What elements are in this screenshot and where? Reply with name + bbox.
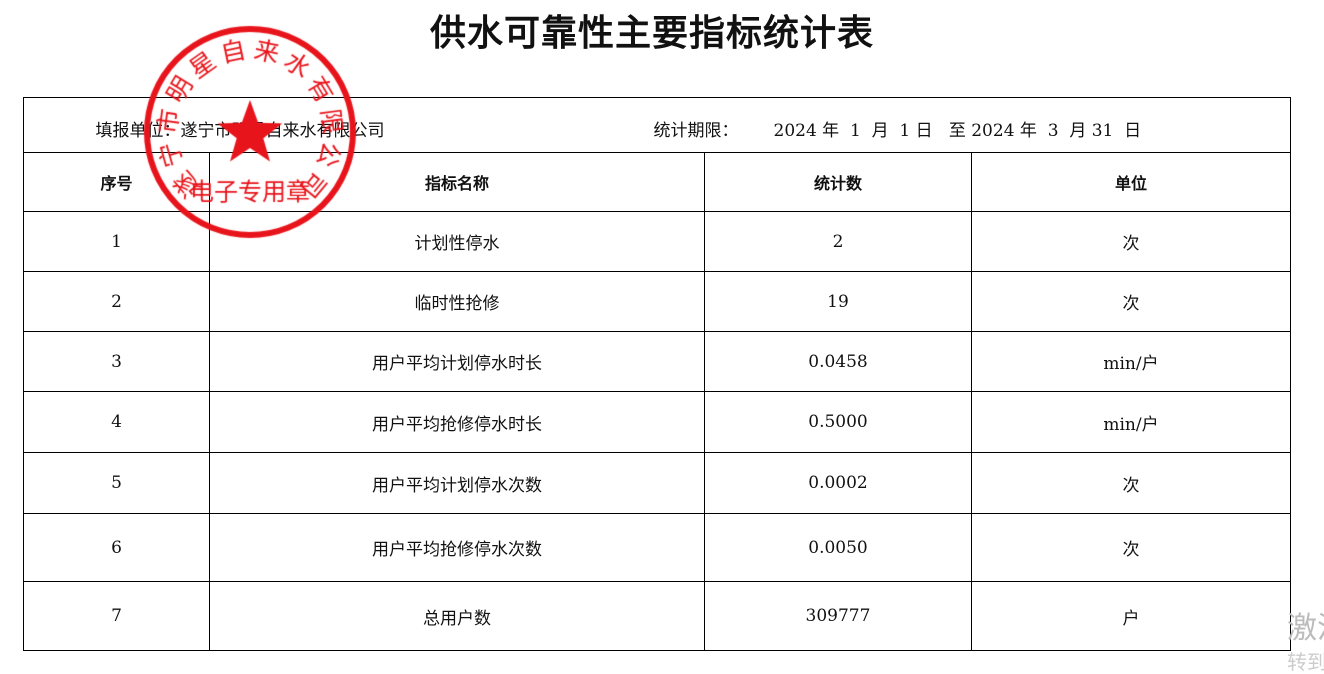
- indicator-value: 0.0458: [704, 331, 972, 392]
- filler-unit-label: 填报单位：: [95, 120, 181, 141]
- row-index: 2: [23, 271, 210, 332]
- info-row: 填报单位：遂宁市明星自来水有限公司 统计期限： 2024 年 1 月 1 日 至…: [23, 97, 1291, 153]
- indicator-value: 309777: [704, 581, 972, 651]
- column-header: 序号: [23, 152, 210, 212]
- activation-watermark-sub: 转到: [1287, 650, 1324, 674]
- table-header: 序号 指标名称 统计数 单位: [23, 152, 1291, 212]
- period-label: 统计期限：: [653, 120, 739, 141]
- table-row: 7 总用户数 309777 户: [23, 581, 1291, 651]
- indicator-name: 计划性停水: [209, 211, 705, 272]
- indicator-unit: min/户: [971, 331, 1291, 392]
- indicator-value: 0.0002: [704, 452, 972, 514]
- table-row: 3 用户平均计划停水时长 0.0458 min/户: [23, 331, 1291, 392]
- filler-unit: 填报单位：遂宁市明星自来水有限公司: [96, 116, 385, 141]
- indicator-value: 2: [704, 211, 972, 272]
- indicator-value: 0.0050: [704, 513, 972, 582]
- indicator-value: 19: [704, 271, 972, 332]
- row-index: 7: [23, 581, 210, 651]
- indicator-name: 用户平均抢修停水次数: [209, 513, 705, 582]
- indicator-unit: min/户: [971, 391, 1291, 453]
- indicator-unit: 次: [971, 211, 1291, 272]
- table-row: 2 临时性抢修 19 次: [23, 271, 1291, 332]
- row-index: 4: [23, 391, 210, 453]
- statistics-table: 填报单位：遂宁市明星自来水有限公司 统计期限： 2024 年 1 月 1 日 至…: [23, 97, 1291, 651]
- row-index: 3: [23, 331, 210, 392]
- period-value: 2024 年 1 月 1 日 至 2024 年 3 月 31 日: [773, 120, 1142, 141]
- table-row: 5 用户平均计划停水次数 0.0002 次: [23, 452, 1291, 514]
- activation-watermark: 激活: [1287, 611, 1324, 646]
- indicator-unit: 次: [971, 271, 1291, 332]
- table-row: 4 用户平均抢修停水时长 0.5000 min/户: [23, 391, 1291, 453]
- indicator-name: 用户平均抢修停水时长: [209, 391, 705, 453]
- indicator-name: 用户平均计划停水次数: [209, 452, 705, 514]
- indicator-unit: 次: [971, 452, 1291, 514]
- column-header: 单位: [971, 152, 1291, 212]
- filler-unit-name: 遂宁市明星自来水有限公司: [180, 120, 385, 141]
- indicator-unit: 次: [971, 513, 1291, 582]
- indicator-name: 总用户数: [209, 581, 705, 651]
- indicator-unit: 户: [971, 581, 1291, 651]
- table-row: 1 计划性停水 2 次: [23, 211, 1291, 272]
- page-title: 供水可靠性主要指标统计表: [429, 13, 874, 54]
- row-index: 5: [23, 452, 210, 514]
- column-header: 统计数: [704, 152, 972, 212]
- row-index: 1: [23, 211, 210, 272]
- column-header: 指标名称: [209, 152, 705, 212]
- indicator-name: 临时性抢修: [209, 271, 705, 332]
- table-row: 6 用户平均抢修停水次数 0.0050 次: [23, 513, 1291, 582]
- row-index: 6: [23, 513, 210, 582]
- indicator-value: 0.5000: [704, 391, 972, 453]
- indicator-name: 用户平均计划停水时长: [209, 331, 705, 392]
